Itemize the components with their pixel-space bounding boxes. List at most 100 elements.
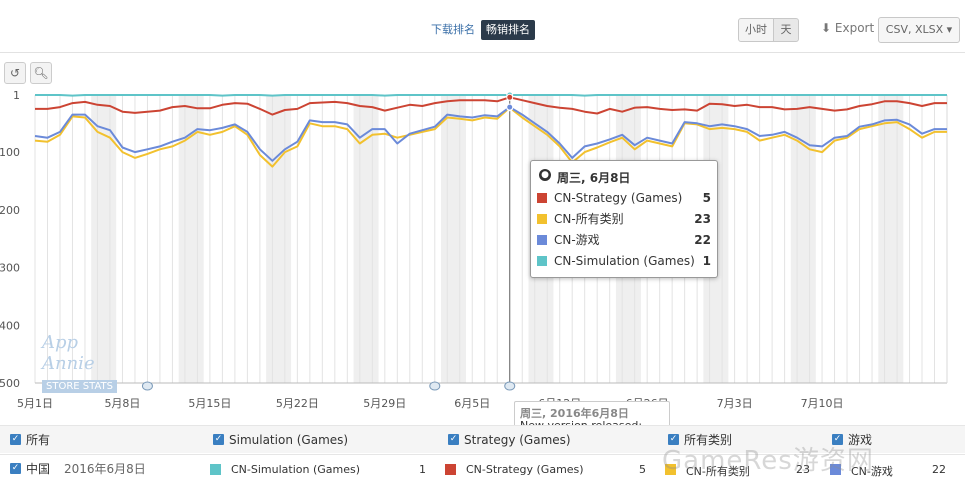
x-tick-label: 5月22日 <box>276 397 319 410</box>
x-tick-label: 5月15日 <box>188 397 231 410</box>
weekend-band <box>441 95 467 383</box>
tooltip-row-all: CN-所有类别 23 <box>537 210 713 228</box>
y-tick-label: 400 <box>0 319 20 332</box>
legend-entry-value: 5 <box>639 463 646 476</box>
export-format-label: CSV, XLSX <box>885 23 944 36</box>
export-label: Export <box>834 21 875 35</box>
reset-zoom-icon[interactable]: ↺ <box>4 62 26 84</box>
globe-icon: ● <box>539 169 551 181</box>
checkbox-all-categories[interactable]: ✓ <box>668 434 679 445</box>
legend-data-row: ✓ 中国 2016年6月8日 CN-Simulation (Games) 1 C… <box>0 454 965 482</box>
legend-entry-label: CN-Simulation (Games) <box>231 463 361 476</box>
swatch-strategy <box>445 464 456 475</box>
checkbox-games[interactable]: ✓ <box>832 434 843 445</box>
legend-date: 2016年6月8日 <box>64 462 146 476</box>
weekend-band <box>266 95 292 383</box>
tooltip-row-label: CN-Strategy (Games) <box>554 191 683 205</box>
tooltip-row-value: 23 <box>694 212 711 226</box>
legend-entry-label: CN-所有类别 <box>686 465 750 478</box>
export-link[interactable]: ⬇ Export <box>821 21 874 35</box>
export-format-dropdown[interactable]: CSV, XLSX ▾ <box>878 17 960 43</box>
y-tick-label: 300 <box>0 262 20 275</box>
swatch-simulation <box>537 256 547 266</box>
version-marker-icon <box>141 381 153 391</box>
y-tick-label: 200 <box>0 204 20 217</box>
legend-entry-value: 23 <box>796 463 810 476</box>
x-tick-label: 7月10日 <box>801 397 844 410</box>
tooltip-row-label: CN-Simulation (Games) <box>554 254 695 268</box>
legend-header-all-categories: 所有类别 <box>684 433 733 447</box>
weekend-band <box>91 95 117 383</box>
version-marker-icon <box>504 381 516 391</box>
tooltip-row-value: 22 <box>694 233 711 247</box>
x-axis: 5月1日5月8日5月15日5月22日5月29日6月5日6月12日6月26日7月3… <box>17 397 844 410</box>
legend-entry-label: CN-游戏 <box>851 465 893 478</box>
swatch-all <box>665 464 676 475</box>
checkbox-all[interactable]: ✓ <box>10 434 21 445</box>
rank-type-tabs: 下载排名 畅销排名 小时 天 ⬇ Export CSV, XLSX ▾ <box>0 0 965 52</box>
tooltip-row-label: CN-所有类别 <box>554 212 624 226</box>
legend-header-games: 游戏 <box>848 433 873 447</box>
granularity-hour-button[interactable]: 小时 <box>738 18 774 42</box>
legend-entry-label: CN-Strategy (Games) <box>466 463 584 476</box>
legend-header-simulation: Simulation (Games) <box>229 433 349 447</box>
y-tick-label: 100 <box>0 146 20 159</box>
swatch-games <box>830 464 841 475</box>
x-tick-label: 5月1日 <box>17 397 53 410</box>
checkbox-country[interactable]: ✓ <box>10 463 21 474</box>
release-note-date: 周三, 2016年6月8日 <box>520 407 629 420</box>
x-tick-label: 7月3日 <box>717 397 753 410</box>
x-tick-label: 6月5日 <box>454 397 490 410</box>
legend-country: 中国 <box>26 462 51 476</box>
watermark-title: App Annie <box>42 332 95 374</box>
weekend-band <box>790 95 816 383</box>
tooltip-row-label: CN-游戏 <box>554 233 600 247</box>
checkbox-strategy[interactable]: ✓ <box>448 434 459 445</box>
site-watermark: GameRes游资网 <box>662 446 874 476</box>
legend-header-row: ✓ 所有 ✓ Simulation (Games) ✓ Strategy (Ga… <box>0 425 965 453</box>
highlight-markers <box>141 91 516 391</box>
checkbox-simulation[interactable]: ✓ <box>213 434 224 445</box>
series-line <box>35 94 947 97</box>
series-line <box>34 106 947 162</box>
tooltip-row-value: 1 <box>702 254 711 268</box>
swatch-games <box>537 235 547 245</box>
tooltip-row-simulation: CN-Simulation (Games) 1 <box>537 252 713 270</box>
weekend-band <box>178 95 204 383</box>
weekend-band <box>353 95 379 383</box>
tooltip-row-value: 5 <box>702 191 711 205</box>
version-marker-icon <box>429 381 441 391</box>
y-tick-label: 500 <box>0 377 20 390</box>
chevron-down-icon: ▾ <box>946 23 953 36</box>
y-axis: 1 100 200 300 400 500 <box>0 89 20 390</box>
highlight-point <box>506 103 514 111</box>
granularity-day-button[interactable]: 天 <box>773 18 799 42</box>
tooltip-row-games: CN-游戏 22 <box>537 231 713 249</box>
weekend-band <box>878 95 904 383</box>
tooltip-row-strategy: CN-Strategy (Games) 5 <box>537 189 713 207</box>
legend-entry-value: 22 <box>932 463 946 476</box>
zoom-icon[interactable]: 🔍︎ <box>30 62 52 84</box>
highlight-point <box>506 93 514 101</box>
series-line <box>34 106 947 168</box>
y-tick-label: 1 <box>13 89 20 102</box>
watermark-subtitle: STORE STATS <box>42 380 117 393</box>
download-icon: ⬇ <box>821 21 832 35</box>
series-lines <box>34 94 947 168</box>
header-divider <box>0 52 965 53</box>
rank-chart[interactable]: 1 100 200 300 400 500 5月1日 5月8日 5月15日 5月22日 5月29日… <box>0 85 965 415</box>
x-tick-label: 5月8日 <box>104 397 140 410</box>
tab-revenue[interactable]: 畅销排名 <box>481 20 535 40</box>
swatch-all <box>537 214 547 224</box>
legend-header-strategy: Strategy (Games) <box>464 433 571 447</box>
tab-downloads[interactable]: 下载排名 <box>431 23 475 36</box>
series-line <box>35 96 947 116</box>
legend-entry-value: 1 <box>419 463 426 476</box>
x-tick-label: 5月29日 <box>363 397 406 410</box>
tooltip-title: 周三, 6月8日 <box>557 171 631 185</box>
app-annie-watermark: App Annie STORE STATS <box>42 332 126 393</box>
swatch-simulation <box>210 464 221 475</box>
chart-tooltip: ● 周三, 6月8日 CN-Strategy (Games) 5 CN-所有类别… <box>530 160 718 278</box>
swatch-strategy <box>537 193 547 203</box>
legend-header-all: 所有 <box>26 433 51 447</box>
